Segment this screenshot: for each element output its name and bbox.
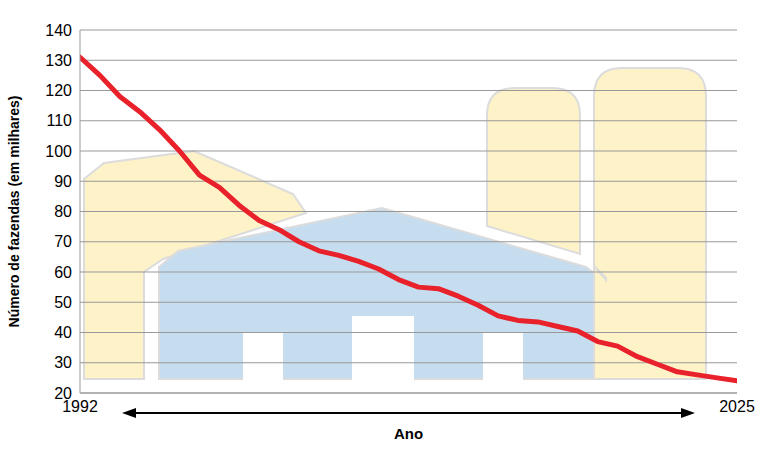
svg-text:1992: 1992 [62,398,98,416]
svg-text:130: 130 [45,52,72,69]
svg-text:120: 120 [45,82,72,99]
svg-text:100: 100 [45,143,72,160]
svg-text:70: 70 [54,233,72,250]
svg-text:140: 140 [45,22,72,39]
svg-text:Número de fazendas (em milhare: Número de fazendas (em milhares) [6,96,22,328]
svg-text:20: 20 [54,385,72,402]
svg-text:30: 30 [54,354,72,371]
svg-text:2025: 2025 [719,398,755,415]
svg-text:60: 60 [54,264,72,281]
svg-text:40: 40 [54,324,72,341]
svg-text:50: 50 [54,294,72,311]
svg-text:80: 80 [54,203,72,220]
svg-text:90: 90 [54,173,72,190]
svg-text:Ano: Ano [394,425,423,442]
svg-text:110: 110 [46,112,72,129]
